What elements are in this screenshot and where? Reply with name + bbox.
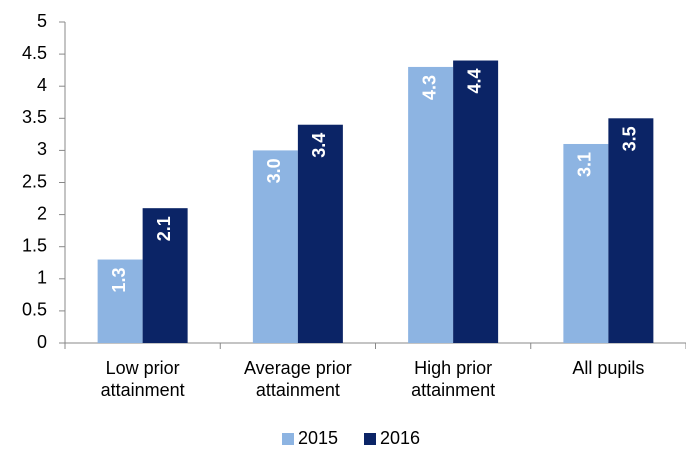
bar (453, 60, 499, 344)
y-tick-label: 0 (37, 332, 47, 352)
value-label: 2.1 (154, 216, 174, 241)
y-tick-label: 2.5 (22, 171, 47, 191)
value-label: 3.4 (309, 133, 329, 158)
bar (252, 150, 298, 343)
x-tick-label: Average prior attainment (244, 358, 352, 400)
value-label: 4.4 (464, 69, 484, 94)
legend-swatch (282, 433, 294, 445)
y-tick-label: 4 (37, 75, 47, 95)
x-tick-label: All pupils (572, 358, 645, 378)
legend-swatch (364, 433, 376, 445)
value-label: 3.5 (620, 126, 640, 151)
y-tick-label: 3.5 (22, 107, 47, 127)
y-tick-label: 5 (37, 11, 47, 31)
bar (608, 118, 654, 343)
y-tick-label: 1 (37, 268, 47, 288)
value-label: 3.0 (264, 158, 284, 183)
bar (142, 208, 188, 343)
y-tick-label: 2 (37, 203, 47, 223)
x-tick-label: Low prior attainment (100, 358, 185, 400)
value-label: 4.3 (419, 75, 439, 100)
y-tick-label: 4.5 (22, 43, 47, 63)
bar (408, 66, 454, 343)
y-tick-label: 1.5 (22, 235, 47, 255)
y-tick-label: 0.5 (22, 300, 47, 320)
legend-label: 2015 (298, 428, 339, 448)
y-tick-label: 3 (37, 139, 47, 159)
x-tick-label: High prior attainment (411, 358, 496, 400)
bar (97, 259, 143, 343)
value-label: 3.1 (575, 152, 595, 177)
bar (563, 143, 609, 343)
value-label: 1.3 (109, 268, 129, 293)
bar (297, 124, 343, 343)
legend-label: 2016 (380, 428, 421, 448)
